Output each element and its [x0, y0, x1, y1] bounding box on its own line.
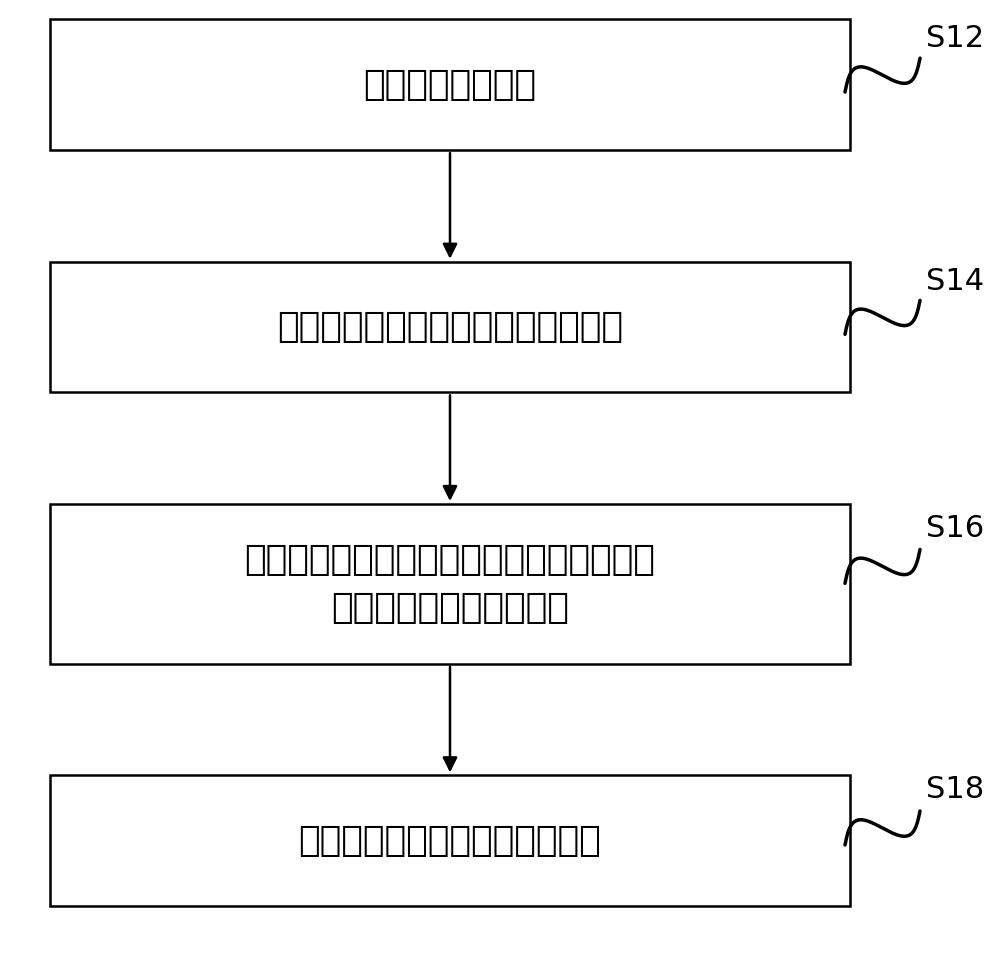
Text: 判断电磁干扰信号是否大于一定阈值: 判断电磁干扰信号是否大于一定阈值	[277, 310, 623, 344]
Bar	[50, 775, 850, 906]
Text: S16: S16	[926, 514, 984, 543]
Bar	[50, 504, 850, 664]
Text: S12: S12	[926, 24, 984, 53]
Text: 检测电磁干扰信号: 检测电磁干扰信号	[364, 68, 536, 102]
Text: 如果电磁干扰信号大于所述阈值，检测防电
磁干扰系统是否正常工作: 如果电磁干扰信号大于所述阈值，检测防电 磁干扰系统是否正常工作	[245, 543, 655, 625]
Text: 将检测结果发送给机房管理人员: 将检测结果发送给机房管理人员	[299, 824, 601, 858]
Text: S14: S14	[926, 266, 984, 296]
Text: S18: S18	[926, 775, 984, 804]
Bar	[50, 262, 850, 392]
Bar	[50, 19, 850, 150]
